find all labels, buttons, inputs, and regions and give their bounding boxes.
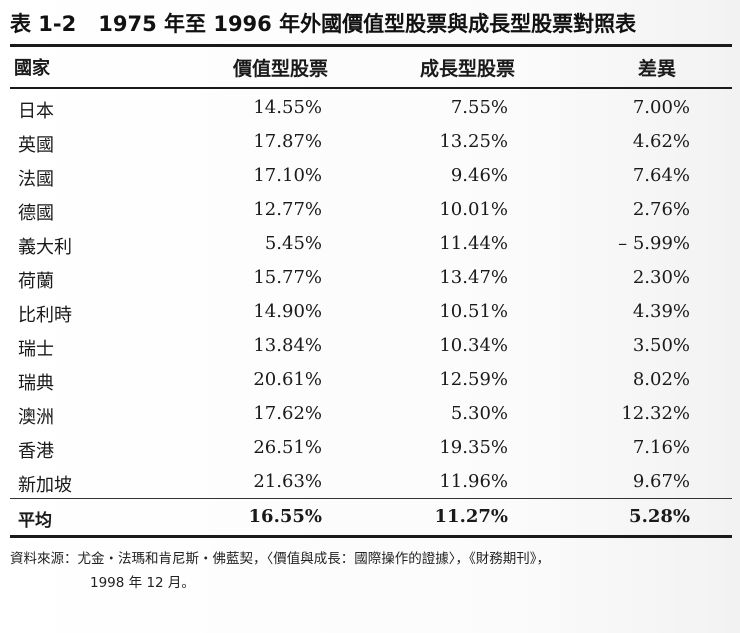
growth-cell: 10.01%	[439, 199, 508, 220]
growth-cell: 5.30%	[450, 403, 508, 424]
growth-cell: 11.44%	[439, 233, 508, 254]
difference-cell: 8.02%	[632, 369, 690, 390]
header-value-stocks: 價值型股票	[233, 58, 329, 80]
value-cell: 12.77%	[253, 199, 322, 220]
average-value-cell: 16.55%	[248, 506, 322, 527]
top-rule	[10, 44, 732, 47]
value-cell: 13.84%	[253, 335, 322, 356]
value-cell: 17.87%	[253, 131, 322, 152]
country-cell: 香港	[18, 441, 54, 462]
value-cell: 15.77%	[253, 267, 322, 288]
country-cell: 英國	[18, 135, 54, 156]
country-cell: 荷蘭	[18, 271, 54, 292]
value-cell: 20.61%	[253, 369, 322, 390]
header-rule	[10, 87, 732, 89]
difference-cell: 4.62%	[632, 131, 690, 152]
country-cell: 新加坡	[18, 475, 72, 496]
growth-cell: 11.96%	[439, 471, 508, 492]
average-label: 平均	[18, 511, 52, 531]
difference-cell: – 5.99%	[618, 233, 690, 254]
growth-cell: 10.51%	[439, 301, 508, 322]
source-note: 資料來源：尤金・法瑪和肯尼斯・佛藍契，〈價值與成長：國際操作的證據〉，《財務期刊…	[10, 547, 730, 595]
country-cell: 瑞士	[18, 339, 54, 360]
source-line-2: 1998 年 12 月。	[90, 575, 195, 591]
difference-cell: 3.50%	[632, 335, 690, 356]
value-cell: 14.90%	[253, 301, 322, 322]
difference-cell: 7.16%	[632, 437, 690, 458]
table-row: 瑞典 20.61% 12.59% 8.02%	[0, 364, 740, 398]
value-cell: 26.51%	[253, 437, 322, 458]
table-row: 比利時 14.90% 10.51% 4.39%	[0, 296, 740, 330]
table-row: 澳洲 17.62% 5.30% 12.32%	[0, 398, 740, 432]
country-cell: 比利時	[18, 305, 72, 326]
difference-cell: 7.64%	[632, 165, 690, 186]
table-row: 新加坡 21.63% 11.96% 9.67%	[0, 466, 740, 500]
country-cell: 德國	[18, 203, 54, 224]
difference-cell: 9.67%	[632, 471, 690, 492]
growth-cell: 13.47%	[439, 267, 508, 288]
difference-cell: 4.39%	[632, 301, 690, 322]
table-caption: 表 1-2 1975 年至 1996 年外國價值型股票與成長型股票對照表	[10, 8, 636, 38]
value-cell: 17.10%	[253, 165, 322, 186]
difference-cell: 7.00%	[632, 97, 690, 118]
table-title: 1975 年至 1996 年外國價值型股票與成長型股票對照表	[98, 12, 637, 36]
table-number: 表 1-2	[10, 12, 77, 36]
average-rule	[10, 498, 732, 499]
difference-cell: 2.76%	[632, 199, 690, 220]
value-cell: 14.55%	[253, 97, 322, 118]
value-cell: 21.63%	[253, 471, 322, 492]
country-cell: 瑞典	[18, 373, 54, 394]
average-growth-cell: 11.27%	[434, 506, 508, 527]
growth-cell: 7.55%	[450, 97, 508, 118]
table-row: 瑞士 13.84% 10.34% 3.50%	[0, 330, 740, 364]
header-country: 國家	[14, 58, 50, 79]
table-row: 荷蘭 15.77% 13.47% 2.30%	[0, 262, 740, 296]
value-cell: 5.45%	[264, 233, 322, 254]
table-row: 德國 12.77% 10.01% 2.76%	[0, 194, 740, 228]
value-cell: 17.62%	[253, 403, 322, 424]
header-growth-stocks: 成長型股票	[420, 58, 516, 80]
source-line-1: 資料來源：尤金・法瑪和肯尼斯・佛藍契，〈價值與成長：國際操作的證據〉，《財務期刊…	[10, 551, 550, 567]
country-cell: 日本	[18, 101, 54, 122]
country-cell: 澳洲	[18, 407, 54, 428]
growth-cell: 9.46%	[450, 165, 508, 186]
table-row: 香港 26.51% 19.35% 7.16%	[0, 432, 740, 466]
difference-cell: 2.30%	[632, 267, 690, 288]
table-body: 日本 14.55% 7.55% 7.00% 英國 17.87% 13.25% 4…	[0, 92, 740, 500]
difference-cell: 12.32%	[621, 403, 690, 424]
growth-cell: 13.25%	[439, 131, 508, 152]
growth-cell: 12.59%	[439, 369, 508, 390]
average-difference-cell: 5.28%	[629, 506, 690, 527]
table-row: 義大利 5.45% 11.44% – 5.99%	[0, 228, 740, 262]
header-difference: 差異	[638, 58, 677, 80]
country-cell: 義大利	[18, 237, 72, 258]
table-row: 法國 17.10% 9.46% 7.64%	[0, 160, 740, 194]
table-row: 英國 17.87% 13.25% 4.62%	[0, 126, 740, 160]
bottom-rule	[10, 535, 732, 538]
country-cell: 法國	[18, 169, 54, 190]
growth-cell: 10.34%	[439, 335, 508, 356]
table-row: 日本 14.55% 7.55% 7.00%	[0, 92, 740, 126]
growth-cell: 19.35%	[439, 437, 508, 458]
average-row: 平均 16.55% 11.27% 5.28%	[0, 501, 740, 535]
